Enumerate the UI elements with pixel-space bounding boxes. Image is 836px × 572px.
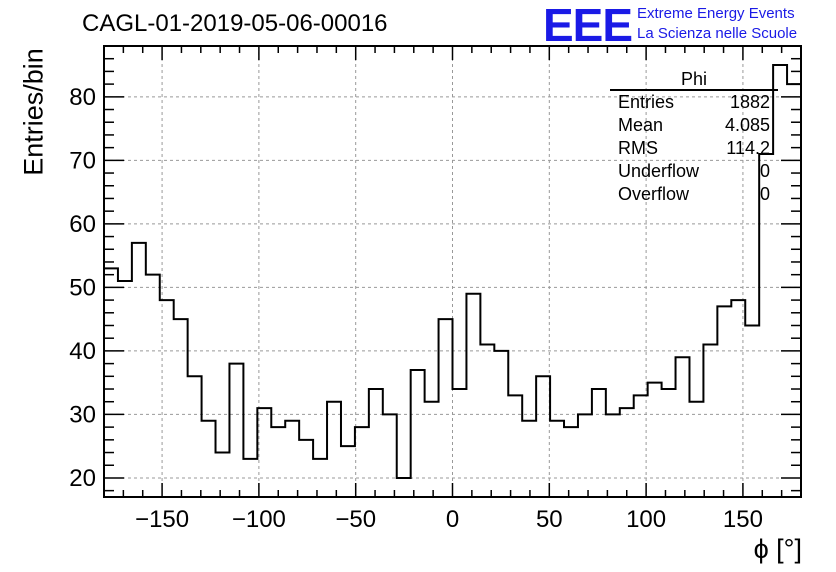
- histogram-bin: [620, 408, 634, 497]
- histogram-bin: [522, 421, 536, 497]
- stats-value: 0: [759, 184, 770, 204]
- histogram-bin: [341, 446, 355, 497]
- stats-row-overflow: Overflow 0: [610, 183, 778, 206]
- x-tick-label: −100: [232, 506, 286, 533]
- stats-row-mean: Mean 4.085: [610, 114, 778, 137]
- y-tick-labels: 20 30 40 50 60 70 80: [69, 84, 96, 492]
- axis-ticks: [104, 45, 801, 497]
- histogram-bin: [299, 440, 313, 497]
- histogram-bin: [355, 427, 369, 497]
- x-tick-label: 50: [536, 506, 563, 533]
- histogram-bin: [717, 306, 731, 497]
- histogram-bin: [118, 281, 132, 497]
- y-tick-label: 40: [69, 338, 96, 365]
- histogram-bin: [216, 453, 230, 497]
- y-tick-label: 70: [69, 147, 96, 174]
- histogram-bin: [439, 319, 453, 497]
- histogram-bin: [508, 395, 522, 497]
- y-tick-label: 50: [69, 274, 96, 301]
- histogram-bin: [202, 421, 216, 497]
- histogram-bin: [188, 376, 202, 497]
- y-axis-label: Entries/bin: [18, 48, 49, 176]
- histogram-bin: [146, 275, 160, 497]
- x-tick-label: −50: [335, 506, 376, 533]
- stats-label: Mean: [618, 115, 664, 135]
- histogram-bin: [285, 421, 299, 497]
- y-tick-label: 60: [69, 211, 96, 238]
- stats-value: 4.085: [724, 115, 770, 135]
- histogram-bin: [229, 364, 243, 497]
- stats-box: Phi Entries 1882 Mean 4.085 RMS 114.2 Under…: [610, 70, 778, 206]
- stats-box-title: Phi: [610, 70, 778, 91]
- histogram-bin: [550, 421, 564, 497]
- y-tick-label: 30: [69, 401, 96, 428]
- histogram-bin: [676, 357, 690, 497]
- x-axis-label: ϕ [°]: [753, 534, 802, 564]
- stats-value: 114.2: [726, 138, 770, 158]
- stats-row-underflow: Underflow 0: [610, 160, 778, 183]
- histogram-bin: [787, 84, 801, 497]
- stats-row-rms: RMS 114.2: [610, 137, 778, 160]
- histogram-bin: [453, 389, 467, 497]
- histogram-bin: [480, 345, 494, 497]
- histogram-bin: [327, 402, 341, 497]
- histogram-bin: [606, 414, 620, 497]
- histogram-bin: [648, 383, 662, 497]
- histogram-bin: [369, 389, 383, 497]
- histogram-bin: [536, 376, 550, 497]
- stats-value: 1882: [729, 92, 770, 112]
- x-tick-label: 100: [626, 506, 666, 533]
- histogram-bin: [494, 351, 508, 497]
- stats-label: Overflow: [618, 184, 690, 204]
- eee-logo: EEE: [543, 0, 633, 51]
- stats-label: Entries: [618, 92, 675, 112]
- y-tick-label: 80: [69, 84, 96, 111]
- stats-label: RMS: [618, 138, 658, 158]
- histogram-bin: [397, 478, 411, 497]
- chart-title: CAGL-01-2019-05-06-00016: [82, 10, 388, 37]
- histogram-bin: [703, 345, 717, 497]
- histogram-bin: [271, 427, 285, 497]
- logo-caption-line2: La Scienza nelle Scuole: [637, 25, 798, 42]
- stats-label: Underflow: [618, 161, 700, 181]
- histogram-bin: [104, 268, 118, 497]
- logo-caption-line1: Extreme Energy Events: [637, 5, 795, 22]
- histogram-bin: [592, 389, 606, 497]
- y-tick-label: 20: [69, 465, 96, 492]
- histogram-bin: [634, 395, 648, 497]
- histogram-bin: [132, 243, 146, 497]
- histogram-bin: [174, 319, 188, 497]
- x-tick-label: 0: [446, 506, 459, 533]
- histogram-bin: [689, 402, 703, 497]
- histogram-bin: [578, 414, 592, 497]
- x-tick-label: 150: [723, 506, 763, 533]
- stats-value: 0: [759, 161, 770, 181]
- stats-row-entries: Entries 1882: [610, 91, 778, 114]
- histogram-bin: [662, 389, 676, 497]
- histogram-outline: [104, 64, 801, 479]
- logo-caption: Extreme Energy Events La Scienza nelle S…: [637, 4, 797, 44]
- histogram-bin: [383, 414, 397, 497]
- histogram-bin: [425, 402, 439, 497]
- histogram-bin: [466, 294, 480, 497]
- x-tick-label: −150: [135, 506, 189, 533]
- histogram-bin: [564, 427, 578, 497]
- x-tick-labels: −150 −100 −50 0 50 100 150: [135, 506, 763, 533]
